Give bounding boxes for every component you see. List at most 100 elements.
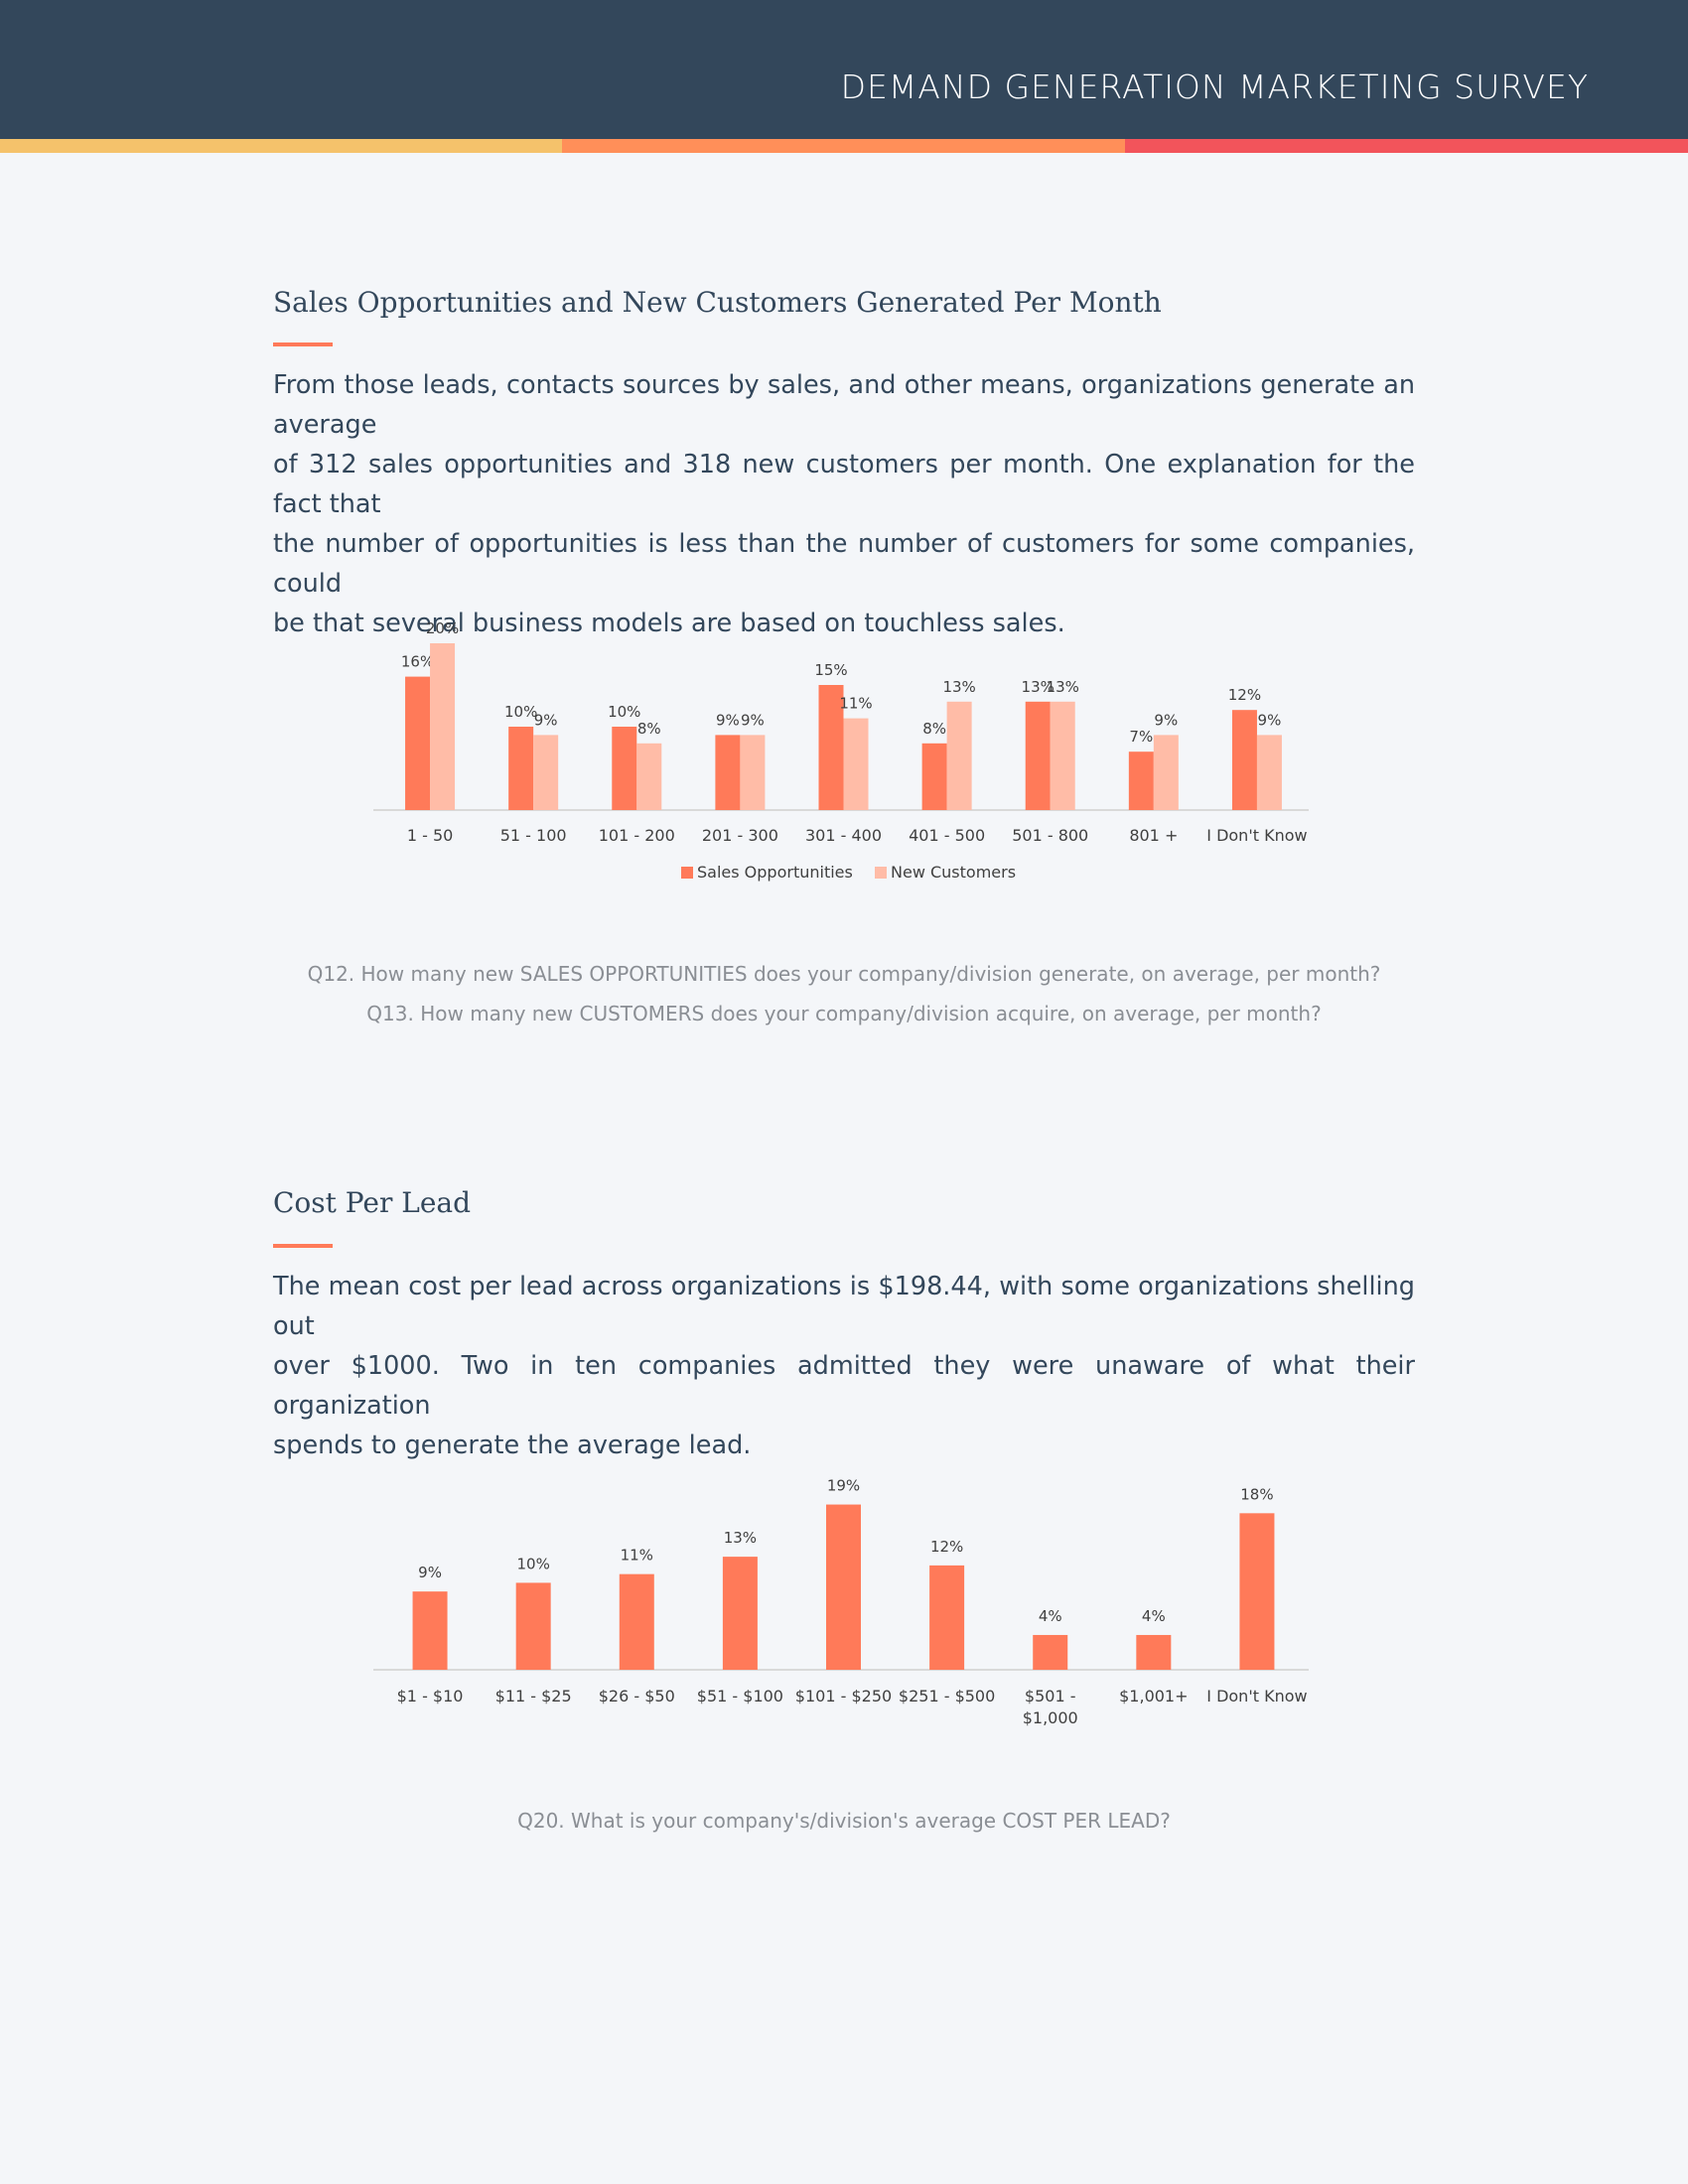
data-label: 18% xyxy=(1240,1485,1273,1503)
section2-body-line: The mean cost per lead across organizati… xyxy=(273,1272,1415,1341)
x-tick-label: $501 -$1,000 xyxy=(1023,1687,1078,1727)
bar xyxy=(612,727,637,810)
data-label: 9% xyxy=(534,711,558,729)
section1-title: Sales Opportunities and New Customers Ge… xyxy=(273,286,1162,319)
x-tick-label: 101 - 200 xyxy=(599,826,675,845)
legend-label: Sales Opportunities xyxy=(697,863,853,882)
x-tick-label: 201 - 300 xyxy=(702,826,778,845)
data-label: 9% xyxy=(1154,711,1178,729)
section2-body-line: spends to generate the average lead. xyxy=(273,1431,752,1460)
header-stripe-red xyxy=(1125,139,1688,153)
bar xyxy=(1153,735,1179,810)
bar xyxy=(533,735,559,810)
data-label: 11% xyxy=(621,1547,653,1565)
data-label: 9% xyxy=(716,711,740,729)
data-label: 12% xyxy=(1228,686,1261,704)
bar xyxy=(1256,735,1282,810)
chart-cost-per-lead: 9% 10% 11% 13% 19% 12% 4% 4% 18% $1 - $10 $11 - $2… xyxy=(373,1477,1309,1727)
section1-body-line: be that several business models are base… xyxy=(273,609,1065,638)
data-label: 12% xyxy=(930,1538,963,1556)
bar xyxy=(1231,710,1257,810)
data-label: 13% xyxy=(942,678,975,696)
header-stripe-yellow xyxy=(0,139,562,153)
data-label: 13% xyxy=(1047,678,1079,696)
legend-label: New Customers xyxy=(891,863,1016,882)
bar xyxy=(1128,751,1154,810)
section2-title: Cost Per Lead xyxy=(273,1186,472,1219)
bar xyxy=(1050,701,1075,810)
data-label: 10% xyxy=(608,703,640,721)
bar xyxy=(1033,1634,1068,1670)
x-tick-label: I Don't Know xyxy=(1206,826,1307,845)
x-tick-label: $101 - $250 xyxy=(795,1687,892,1706)
data-label: 10% xyxy=(504,703,537,721)
section1-captions: Q12. How many new SALES OPPORTUNITIES do… xyxy=(0,954,1688,1033)
section2-title-rule xyxy=(273,1244,333,1248)
data-label: 15% xyxy=(814,661,847,679)
section1-body-line: From those leads, contacts sources by sa… xyxy=(273,370,1415,440)
data-label: 9% xyxy=(741,711,765,729)
bar xyxy=(740,735,766,810)
section1-body: From those leads, contacts sources by sa… xyxy=(273,365,1415,643)
x-tick-label: $51 - $100 xyxy=(697,1687,783,1706)
bar xyxy=(715,735,741,810)
bar xyxy=(619,1573,654,1670)
bar xyxy=(818,685,844,810)
bar xyxy=(1136,1634,1172,1670)
x-tick-label: I Don't Know xyxy=(1206,1687,1307,1706)
data-label: 7% xyxy=(1129,728,1153,746)
data-label: 10% xyxy=(516,1555,549,1572)
data-label: 8% xyxy=(922,720,946,738)
legend-swatch xyxy=(681,867,693,879)
caption-q12: Q12. How many new SALES OPPORTUNITIES do… xyxy=(307,962,1381,986)
data-label: 20% xyxy=(426,619,459,637)
bar xyxy=(921,743,947,810)
data-label: 9% xyxy=(418,1564,442,1581)
bar xyxy=(946,701,972,810)
bar xyxy=(929,1565,965,1670)
section2-captions: Q20. What is your company's/division's a… xyxy=(0,1801,1688,1841)
page-header: DEMAND GENERATION MARKETING SURVEY xyxy=(0,0,1688,139)
x-tick-label: $1,001+ xyxy=(1119,1687,1188,1706)
bar xyxy=(412,1591,448,1670)
bar xyxy=(405,676,431,810)
bar xyxy=(826,1504,861,1670)
bar xyxy=(843,718,869,810)
data-label: 4% xyxy=(1039,1607,1062,1625)
x-tick-label: $251 - $500 xyxy=(899,1687,995,1706)
x-tick-label: $26 - $50 xyxy=(599,1687,675,1706)
header-stripe-orange xyxy=(562,139,1125,153)
data-label: 4% xyxy=(1142,1607,1166,1625)
data-label: 13% xyxy=(1022,678,1055,696)
x-tick-label: $1 - $10 xyxy=(397,1687,464,1706)
x-tick-label: 501 - 800 xyxy=(1012,826,1088,845)
data-label: 9% xyxy=(1258,711,1282,729)
bar xyxy=(508,727,534,810)
chart-opportunities-customers: 16%10% 10% 9%15%8%13%7%12%20%9% 8% 9%11%13% 1… xyxy=(373,619,1309,882)
data-label: 8% xyxy=(637,720,661,738)
x-tick-label: 301 - 400 xyxy=(805,826,882,845)
x-tick-label: 401 - 500 xyxy=(909,826,985,845)
bar xyxy=(722,1557,758,1670)
caption-q13: Q13. How many new CUSTOMERS does your co… xyxy=(366,1002,1322,1025)
section1-title-rule xyxy=(273,342,333,346)
bar xyxy=(636,743,662,810)
section1-body-line: the number of opportunities is less than… xyxy=(273,529,1415,599)
x-tick-label: 801 + xyxy=(1129,826,1178,845)
x-tick-label: 1 - 50 xyxy=(407,826,453,845)
data-label: 16% xyxy=(401,653,434,671)
x-tick-label: 51 - 100 xyxy=(500,826,567,845)
section2-body: The mean cost per lead across organizati… xyxy=(273,1267,1415,1465)
legend-swatch xyxy=(875,867,887,879)
section1-body-line: of 312 sales opportunities and 318 new c… xyxy=(273,450,1415,519)
bar xyxy=(1239,1513,1275,1670)
data-label: 11% xyxy=(839,695,872,713)
bar xyxy=(515,1582,551,1670)
x-tick-label: $11 - $25 xyxy=(495,1687,572,1706)
data-label: 19% xyxy=(827,1477,860,1495)
bar xyxy=(430,643,456,810)
caption-q20: Q20. What is your company's/division's a… xyxy=(517,1809,1171,1833)
data-label: 13% xyxy=(724,1529,757,1547)
bar xyxy=(1025,701,1051,810)
header-title: DEMAND GENERATION MARKETING SURVEY xyxy=(840,68,1589,106)
